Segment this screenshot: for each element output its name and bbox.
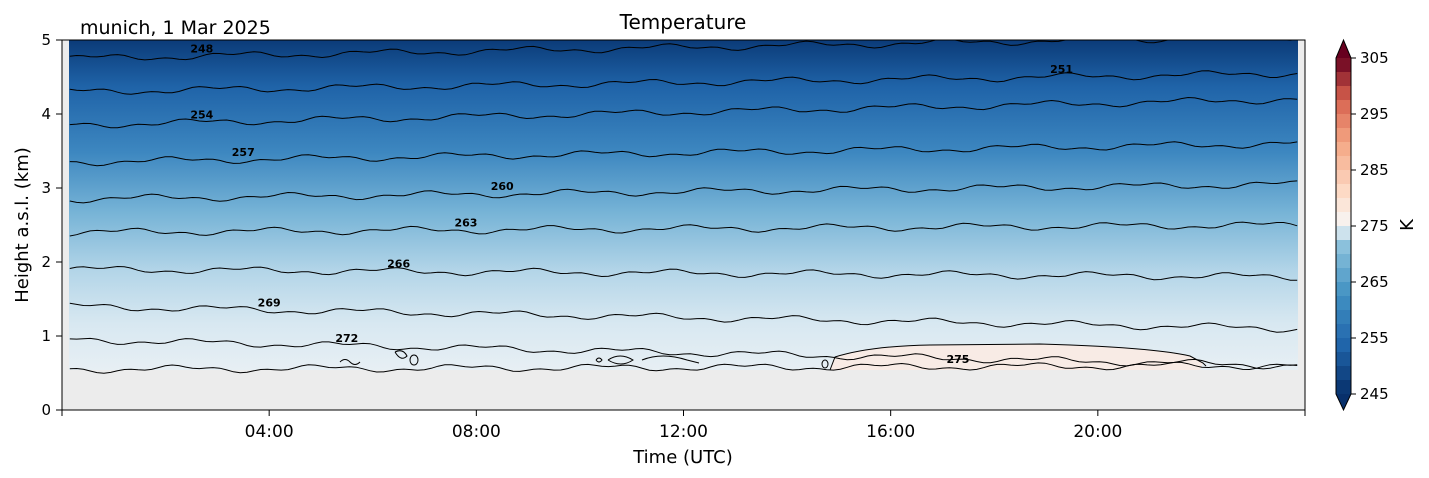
colorbar-label: K [1397,218,1418,231]
y-axis-label: Height a.s.l. (km) [12,147,33,303]
contour-line-266 [69,265,1298,281]
contour-fragment [821,359,829,369]
no-data-band [62,370,1305,410]
x-axis-label: Time (UTC) [632,447,733,468]
colorbar-tick-label: 265 [1360,273,1389,291]
contour-lines [69,40,1298,374]
x-tick-label: 04:00 [245,422,294,442]
colorbar-segment [1336,72,1351,86]
contour-fragment [595,357,603,363]
contour-labels: 248 251 254 257 260 263 266 269 272 275 [190,42,1073,366]
colorbar-tick-label: 275 [1360,217,1389,235]
colorbar-tick-label: 305 [1360,49,1389,67]
contour-label-272: 272 [335,332,358,345]
y-tick-label: 2 [41,253,51,271]
temperature-field [69,40,1298,370]
contour-fragment [607,355,634,365]
colorbar-segment [1336,268,1351,282]
chart-title: Temperature [619,10,747,34]
colorbar-segment [1336,254,1351,268]
colorbar-segment [1336,324,1351,338]
contour-line-257 [69,141,1298,167]
y-tick-label: 5 [41,31,51,49]
colorbar-segment [1336,184,1351,198]
contour-line-269 [69,302,1298,333]
colorbar-segment [1336,212,1351,226]
contour-label-248: 248 [190,42,213,55]
colorbar-segment [1336,296,1351,310]
x-axis: 04:00 08:00 12:00 16:00 20:00 [61,410,1306,442]
colorbar-segment [1336,198,1351,212]
contour-line-263 [69,221,1298,237]
x-tick-label: 08:00 [452,422,501,442]
colorbar-segment [1336,366,1351,380]
colorbar-segment [1336,338,1351,352]
colorbar-segment [1336,128,1351,142]
contour-label-275: 275 [947,353,970,366]
colorbar-segment [1336,142,1351,156]
y-tick-label: 4 [41,105,51,123]
colorbar-extend-max [1336,40,1351,58]
contour-line-248 [69,40,1296,61]
contour-fragment [641,355,700,364]
contour-label-257: 257 [232,146,255,159]
contour-line-275 [69,361,1298,374]
x-tick-label: 20:00 [1073,422,1122,442]
x-tick-label: 12:00 [659,422,708,442]
contour-label-266: 266 [387,258,410,271]
contour-label-251: 251 [1050,63,1073,76]
colorbar-segment [1336,282,1351,296]
colorbar-segment [1336,352,1351,366]
contour-fragment [829,343,1207,371]
contour-label-254: 254 [190,109,213,122]
y-tick-label: 1 [41,327,51,345]
colorbar-segment [1336,170,1351,184]
colorbar-tick-label: 295 [1360,105,1389,123]
contour-fragment [394,350,408,359]
y-tick-label: 3 [41,179,51,197]
colorbar-segment [1336,58,1351,72]
y-axis: 0 1 2 3 4 5 [41,31,62,419]
colorbar-segment [1336,86,1351,100]
colorbar-extend-min [1336,394,1351,410]
colorbar-segment [1336,100,1351,114]
contour-line-254 [69,96,1298,129]
colorbar-tick-label: 255 [1360,329,1389,347]
contour-line-272 [69,337,1298,370]
contour-line-260 [69,180,1298,204]
colorbar-segment [1336,240,1351,254]
colorbar-segment [1336,310,1351,324]
y-tick-label: 0 [41,401,51,419]
plot-area: 248 251 254 257 260 263 266 269 272 275 [62,40,1305,410]
colorbar-tick-label: 245 [1360,385,1389,403]
contour-line-251 [69,70,1298,95]
colorbar-tick-label: 285 [1360,161,1389,179]
contour-fragments [339,343,1207,371]
x-tick-label: 16:00 [866,422,915,442]
colorbar-segment [1336,226,1351,240]
colorbar-segment [1336,380,1351,394]
colorbar-segment [1336,156,1351,170]
contour-fragment [409,354,419,366]
location-date-label: munich, 1 Mar 2025 [80,17,271,39]
contour-label-263: 263 [454,216,477,229]
colorbar: 245 255 265 275 285 295 305 [1335,38,1389,412]
contour-label-260: 260 [491,180,514,193]
colorbar-segment [1336,114,1351,128]
contour-fragment [339,359,361,365]
contour-label-269: 269 [258,296,281,309]
